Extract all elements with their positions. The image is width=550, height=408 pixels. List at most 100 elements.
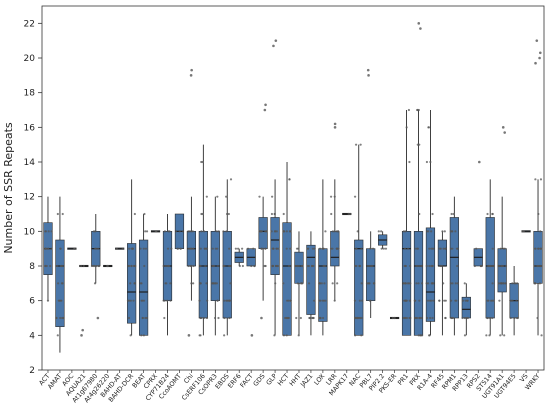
data-point	[59, 247, 62, 250]
data-point	[223, 316, 226, 320]
data-point	[500, 264, 503, 268]
data-point	[274, 282, 277, 285]
data-point	[227, 212, 230, 216]
outlier-point	[419, 27, 422, 30]
data-point	[282, 212, 285, 216]
data-point	[133, 212, 136, 216]
data-point	[329, 195, 333, 198]
y-tick-label: 2	[29, 366, 35, 376]
data-point	[380, 247, 383, 250]
data-point	[275, 230, 278, 233]
data-point	[287, 316, 290, 320]
data-point	[211, 282, 214, 285]
data-point	[533, 264, 536, 268]
data-point	[330, 212, 333, 216]
data-point	[331, 282, 334, 285]
data-point	[354, 143, 358, 146]
data-point	[44, 247, 48, 250]
x-tick-label: GLP	[265, 372, 279, 387]
data-point	[360, 316, 363, 320]
data-point	[198, 299, 201, 302]
data-point	[162, 299, 165, 302]
data-point	[538, 282, 542, 285]
data-point	[205, 195, 208, 198]
data-point	[222, 230, 225, 233]
data-point	[491, 299, 494, 302]
data-point	[360, 334, 363, 337]
box-group	[43, 196, 53, 302]
data-point	[370, 264, 373, 268]
data-point	[179, 247, 182, 250]
data-point	[454, 230, 457, 233]
data-point	[452, 212, 455, 216]
data-point	[217, 316, 220, 320]
data-point	[200, 230, 203, 233]
data-point	[417, 334, 420, 337]
data-point	[486, 212, 489, 216]
data-point	[320, 282, 323, 285]
data-point	[428, 299, 432, 302]
box-group	[413, 22, 424, 337]
data-point	[403, 247, 407, 250]
data-point	[223, 299, 226, 302]
data-point	[274, 264, 278, 268]
outlier-point	[263, 108, 267, 112]
y-axis: 2 4 6 8 10 12 14 16 18 20 22	[24, 19, 42, 376]
data-point	[163, 230, 167, 233]
data-point	[499, 334, 502, 337]
data-point	[311, 264, 314, 268]
outlier-point	[534, 61, 537, 65]
data-point	[165, 282, 168, 285]
data-point	[142, 334, 145, 337]
y-tick-label: 20	[24, 54, 36, 64]
box-group	[115, 247, 125, 250]
data-point	[456, 264, 459, 268]
x-axis: ACTAMATAOCAQUA21At1g67980At4g26220BAHD-A…	[37, 370, 542, 404]
data-point	[430, 264, 433, 268]
data-point	[418, 264, 421, 268]
data-point	[126, 299, 130, 302]
data-point	[514, 282, 517, 285]
data-point	[61, 316, 64, 320]
data-point	[427, 126, 431, 129]
box-group	[318, 179, 328, 336]
data-point	[441, 230, 444, 233]
data-point	[502, 282, 505, 285]
box	[222, 231, 232, 319]
outlier-point	[187, 334, 191, 337]
data-point	[133, 282, 136, 285]
data-point	[366, 264, 370, 268]
data-point	[426, 299, 430, 302]
data-point	[289, 299, 292, 302]
data-point	[497, 282, 500, 285]
data-point	[73, 247, 76, 250]
data-point	[203, 247, 206, 250]
data-point	[141, 316, 144, 320]
box	[437, 239, 448, 267]
data-point	[456, 282, 459, 285]
data-point	[282, 282, 285, 285]
data-point	[201, 160, 204, 164]
data-point	[404, 230, 407, 233]
box	[258, 217, 268, 249]
outlier-point	[333, 122, 337, 126]
y-tick-label: 4	[29, 331, 35, 341]
data-point	[427, 230, 430, 233]
data-point	[358, 264, 362, 268]
data-point	[205, 247, 209, 250]
data-point	[488, 334, 491, 337]
data-point	[533, 282, 536, 285]
data-point	[188, 230, 191, 233]
data-point	[252, 247, 255, 250]
data-point	[443, 230, 446, 233]
data-point	[271, 247, 274, 250]
data-point	[321, 247, 324, 250]
box-group	[509, 266, 519, 336]
data-point	[274, 230, 277, 233]
outlier-point	[367, 74, 370, 77]
data-point	[516, 282, 519, 285]
box-group	[353, 143, 364, 337]
data-point	[432, 282, 435, 285]
box-group	[67, 247, 77, 250]
data-point	[516, 316, 519, 320]
